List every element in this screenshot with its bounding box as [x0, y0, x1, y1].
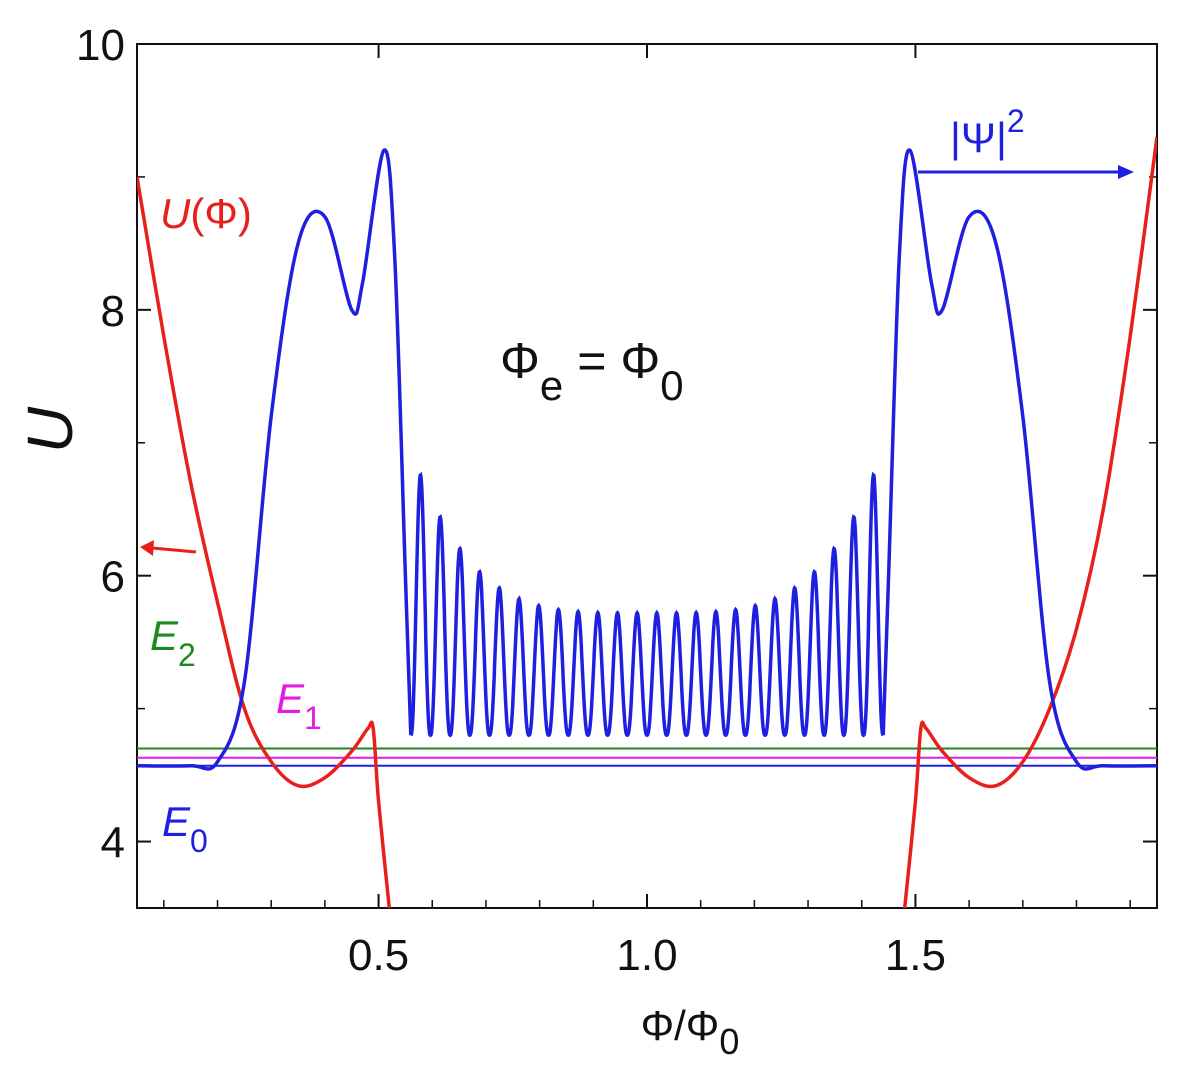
psi-squared-segment-2: [881, 148, 1157, 771]
phi-e-sub: e: [540, 362, 563, 409]
e0-label: E0: [162, 798, 208, 859]
e1-label-sub: 1: [304, 700, 322, 736]
x-tick-label: 1.0: [616, 931, 677, 980]
phi-e-main: Φ: [500, 333, 540, 389]
e1-label-main: E: [276, 675, 305, 722]
psi-label-sup: 2: [1007, 103, 1025, 139]
u-phi-label-rest: (Φ): [190, 190, 251, 237]
potential-curve-segment-2: [902, 136, 1157, 908]
e1-label: E1: [276, 675, 322, 736]
y-tick-label: 10: [76, 21, 125, 70]
x-axis-title-sub: 0: [719, 1021, 739, 1062]
y-tick-label: 8: [101, 287, 125, 336]
e2-label-main: E: [150, 612, 179, 659]
psi-squared-segment-1: [137, 148, 413, 771]
e0-label-main: E: [162, 798, 191, 845]
u-axis-arrow-head: [140, 540, 154, 556]
x-axis-title-main: Φ/Φ: [641, 1002, 720, 1049]
e2-label-sub: 2: [178, 637, 196, 673]
phi-e-eq: = Φ: [577, 333, 660, 389]
psi-axis-arrow-head: [1118, 165, 1134, 179]
psi-label: |Ψ|2: [950, 103, 1025, 161]
plot-frame: [136, 43, 1158, 909]
u-phi-label-italic: U: [160, 190, 191, 237]
x-axis-title: Φ/Φ0: [641, 1002, 740, 1062]
u-phi-label: U(Φ): [160, 190, 252, 237]
curves: [137, 136, 1157, 908]
y-axis-title: U: [14, 406, 86, 453]
u-axis-arrow-line: [151, 546, 197, 554]
x-tick-label: 0.5: [348, 931, 409, 980]
y-tick-label: 6: [101, 553, 125, 602]
e2-label: E2: [150, 612, 196, 673]
energy-levels: [137, 747, 1157, 767]
psi-squared-oscillation: [409, 471, 885, 738]
psi-label-main: |Ψ|: [950, 114, 1007, 161]
phi-e-annotation: Φe = Φ0: [500, 333, 684, 409]
axis-ticks: [137, 43, 1157, 908]
x-tick-label: 1.5: [885, 931, 946, 980]
e0-label-sub: 0: [190, 823, 208, 859]
potential-curve-segment-1: [137, 176, 392, 908]
y-tick-label: 4: [101, 819, 125, 868]
phi-e-sub0: 0: [660, 362, 683, 409]
